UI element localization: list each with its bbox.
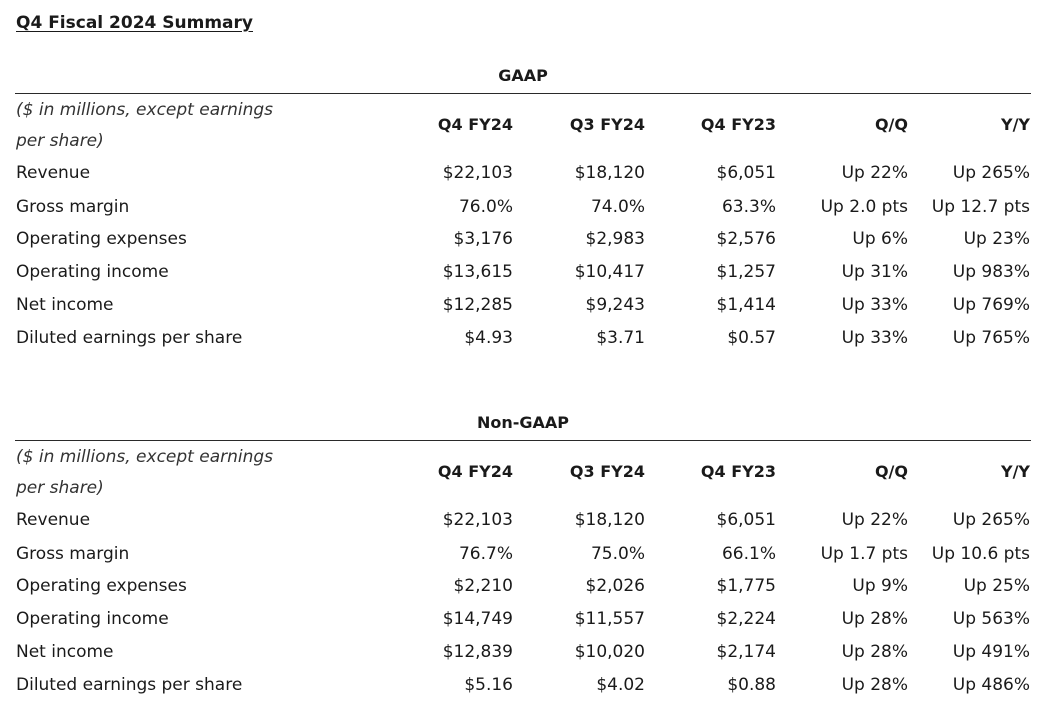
- row-label: Revenue: [16, 510, 91, 530]
- table-cell: Up 22%: [841, 510, 908, 530]
- section-divider: [15, 440, 1031, 441]
- column-header: Q4 FY23: [700, 462, 776, 481]
- row-label: Operating income: [16, 262, 169, 282]
- table-cell: $6,051: [716, 163, 776, 183]
- column-header: Q3 FY24: [569, 115, 645, 134]
- table-cell: $1,775: [716, 576, 776, 596]
- table-cell: $5.16: [464, 675, 513, 695]
- row-label: Diluted earnings per share: [16, 675, 243, 695]
- table-cell: $9,243: [585, 295, 645, 315]
- table-cell: $11,557: [574, 609, 645, 629]
- section-title: Non-GAAP: [476, 413, 570, 432]
- table-cell: $2,224: [716, 609, 776, 629]
- table-cell: $13,615: [442, 262, 513, 282]
- table-cell: Up 491%: [952, 642, 1030, 662]
- table-cell: $18,120: [574, 163, 645, 183]
- table-cell: $10,417: [574, 262, 645, 282]
- table-cell: Up 9%: [852, 576, 908, 596]
- table-cell: Up 10.6 pts: [931, 544, 1030, 564]
- row-label: Net income: [16, 295, 114, 315]
- table-cell: Up 12.7 pts: [931, 197, 1030, 217]
- table-cell: Up 1.7 pts: [820, 544, 908, 564]
- table-cell: Up 28%: [841, 675, 908, 695]
- table-cell: Up 983%: [952, 262, 1030, 282]
- table-cell: 76.7%: [458, 544, 513, 564]
- table-cell: Up 265%: [952, 163, 1030, 183]
- table-cell: 74.0%: [590, 197, 645, 217]
- table-cell: $3.71: [596, 328, 645, 348]
- table-cell: Up 563%: [952, 609, 1030, 629]
- row-label: Diluted earnings per share: [16, 328, 243, 348]
- table-cell: Up 28%: [841, 642, 908, 662]
- table-cell: 75.0%: [590, 544, 645, 564]
- column-header: Q4 FY24: [437, 115, 513, 134]
- row-label: Operating income: [16, 609, 169, 629]
- table-cell: $22,103: [442, 510, 513, 530]
- row-label: Revenue: [16, 163, 91, 183]
- table-cell: $12,285: [442, 295, 513, 315]
- table-cell: $2,210: [453, 576, 513, 596]
- row-label: Gross margin: [16, 544, 130, 564]
- table-cell: Up 769%: [952, 295, 1030, 315]
- column-header: Q/Q: [874, 462, 908, 481]
- table-cell: Up 33%: [841, 295, 908, 315]
- row-label: Operating expenses: [16, 229, 187, 249]
- column-header: Q4 FY24: [437, 462, 513, 481]
- units-note: ($ in millions, except earnings per shar…: [16, 447, 274, 498]
- table-cell: 66.1%: [721, 544, 776, 564]
- table-cell: $2,576: [716, 229, 776, 249]
- table-cell: $10,020: [574, 642, 645, 662]
- page-title: Q4 Fiscal 2024 Summary: [16, 13, 253, 33]
- column-header: Y/Y: [1000, 115, 1030, 134]
- row-label: Operating expenses: [16, 576, 187, 596]
- table-cell: Up 22%: [841, 163, 908, 183]
- table-cell: $22,103: [442, 163, 513, 183]
- section-title: GAAP: [498, 66, 548, 85]
- row-label: Net income: [16, 642, 114, 662]
- units-note: ($ in millions, except earnings per shar…: [16, 100, 274, 151]
- table-cell: 76.0%: [458, 197, 513, 217]
- table-cell: Up 6%: [852, 229, 908, 249]
- table-cell: $0.57: [727, 328, 776, 348]
- column-header: Y/Y: [1000, 462, 1030, 481]
- section-divider: [15, 93, 1031, 94]
- table-cell: $2,983: [585, 229, 645, 249]
- table-cell: $4.02: [596, 675, 645, 695]
- table-cell: Up 25%: [963, 576, 1030, 596]
- table-cell: Up 28%: [841, 609, 908, 629]
- table-cell: Up 33%: [841, 328, 908, 348]
- row-label: Gross margin: [16, 197, 130, 217]
- table-cell: $1,414: [716, 295, 776, 315]
- column-header: Q/Q: [874, 115, 908, 134]
- table-cell: $2,174: [716, 642, 776, 662]
- table-cell: Up 31%: [841, 262, 908, 282]
- column-header: Q4 FY23: [700, 115, 776, 134]
- table-cell: $18,120: [574, 510, 645, 530]
- table-cell: $3,176: [453, 229, 513, 249]
- table-cell: $4.93: [464, 328, 513, 348]
- table-cell: $0.88: [727, 675, 776, 695]
- table-cell: Up 2.0 pts: [820, 197, 908, 217]
- table-cell: $12,839: [442, 642, 513, 662]
- table-cell: 63.3%: [721, 197, 776, 217]
- table-cell: $6,051: [716, 510, 776, 530]
- table-cell: $2,026: [585, 576, 645, 596]
- table-cell: $14,749: [442, 609, 513, 629]
- column-header: Q3 FY24: [569, 462, 645, 481]
- table-cell: Up 265%: [952, 510, 1030, 530]
- table-cell: $1,257: [716, 262, 776, 282]
- table-cell: Up 765%: [952, 328, 1030, 348]
- table-cell: Up 23%: [963, 229, 1030, 249]
- table-cell: Up 486%: [952, 675, 1030, 695]
